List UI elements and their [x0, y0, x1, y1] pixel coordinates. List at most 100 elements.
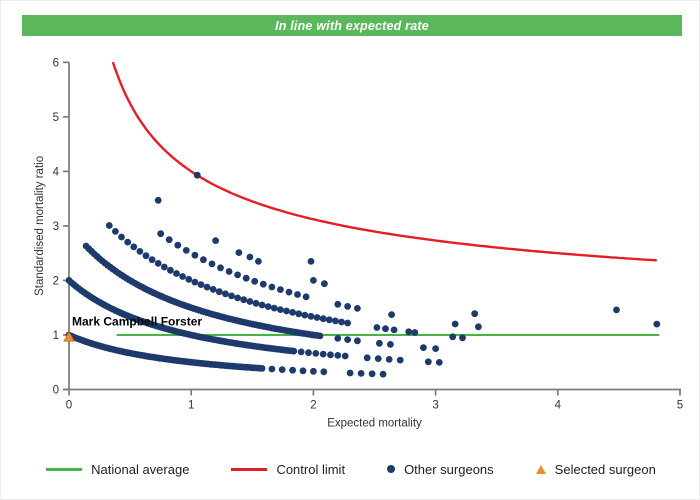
x-tick-label: 1 [188, 400, 194, 412]
legend-label: Selected surgeon [554, 461, 656, 477]
surgeon-point [235, 249, 243, 256]
surgeon-point [246, 253, 254, 261]
surgeon-point [321, 280, 328, 288]
surgeon-point [112, 228, 119, 235]
surgeon-point [451, 320, 459, 328]
x-tick-label: 5 [677, 400, 683, 412]
surgeon-point [449, 333, 457, 341]
surgeon-point [105, 222, 113, 229]
surgeon-point [390, 326, 398, 334]
surgeon-point [338, 318, 345, 326]
surgeon-point [212, 237, 220, 245]
surgeon-point [289, 309, 296, 316]
surgeon-point [174, 241, 182, 249]
surgeon-point [307, 312, 315, 320]
surgeon-point [240, 296, 248, 304]
surgeon-point [268, 365, 276, 373]
surgeon-point [357, 370, 365, 377]
surgeon-point [363, 354, 371, 362]
surgeon-point [264, 303, 272, 310]
surgeon-point [305, 349, 312, 357]
surgeon-point [307, 258, 315, 265]
surgeon-point [157, 230, 165, 238]
funnel-plot: 0 1 2 3 4 5 0 1 2 3 4 5 6 Expected mortality Standardi… [34, 57, 683, 429]
surgeon-point [653, 320, 661, 328]
surgeon-point [285, 288, 293, 296]
surgeon-point [295, 310, 303, 318]
surgeon-point [424, 358, 432, 366]
surgeon-point [297, 348, 305, 356]
surgeon-point [310, 367, 317, 375]
surgeon-point [160, 263, 168, 271]
surgeon-point [373, 324, 381, 331]
y-tick-label: 2 [53, 275, 59, 287]
status-banner: In line with expected rate [22, 15, 682, 36]
selected-surgeon-marker[interactable] [63, 331, 75, 342]
surgeon-point [278, 366, 286, 373]
y-axis-title: Standardised mortality ratio [34, 156, 46, 296]
surgeon-point [334, 335, 342, 342]
axes [63, 61, 681, 396]
surgeon-point [396, 356, 404, 364]
other-surgeons-points[interactable] [65, 171, 661, 378]
other-surgeons-dot-swatch [387, 465, 396, 473]
surgeon-point [299, 367, 307, 375]
surgeon-point [251, 277, 259, 285]
surgeon-point [225, 268, 233, 275]
surgeon-point [405, 328, 413, 336]
surgeon-point [379, 370, 387, 378]
surgeon-point [385, 356, 393, 363]
chart-legend: National average Control limit Other sur… [1, 455, 699, 483]
surgeon-point [234, 271, 242, 279]
surgeon-point [354, 305, 361, 312]
y-tick-label: 4 [53, 166, 60, 178]
surgeon-point [290, 347, 298, 355]
surgeon-point [130, 243, 138, 251]
selected-surgeon-annotation: Mark Campbell Forster [72, 315, 202, 329]
surgeon-point [173, 270, 180, 277]
surgeon-point [283, 307, 290, 315]
surgeon-point [341, 352, 349, 360]
surgeon-point [312, 350, 320, 357]
surgeon-point [388, 311, 395, 318]
y-tick-label: 3 [53, 221, 59, 233]
surgeon-point [432, 345, 439, 352]
surgeon-point [277, 306, 284, 313]
y-tick-label: 5 [53, 112, 59, 124]
surgeon-point [165, 236, 173, 244]
surgeon-point [191, 251, 199, 259]
surgeon-point [228, 292, 235, 300]
selected-surgeon-triangle-swatch [535, 464, 546, 474]
surgeon-point [320, 368, 328, 376]
surgeon-point [136, 248, 144, 255]
y-tick-label: 6 [53, 57, 59, 69]
surgeon-point [344, 336, 351, 343]
surgeon-point [344, 303, 351, 310]
surgeon-point [270, 304, 278, 312]
surgeon-point [420, 344, 427, 351]
surgeon-point [316, 332, 324, 340]
surgeon-point [313, 314, 321, 321]
surgeon-point [242, 274, 250, 282]
surgeon-point [118, 233, 125, 241]
surgeon-point [302, 293, 310, 301]
surgeon-point [382, 325, 389, 333]
surgeon-point [344, 319, 351, 327]
surgeon-point [191, 278, 199, 286]
x-tick-label: 0 [66, 400, 72, 412]
surgeon-point [182, 247, 190, 254]
surgeon-point [234, 294, 242, 302]
surgeon-point [319, 315, 327, 323]
status-banner-text: In line with expected rate [275, 18, 429, 33]
x-tick-label: 2 [310, 400, 316, 412]
legend-item-other-surgeons: Other surgeons [387, 462, 494, 477]
surgeon-point [325, 316, 333, 324]
surgeon-point [346, 369, 354, 377]
surgeon-point [301, 311, 309, 319]
surgeon-point [374, 355, 382, 362]
surgeon-point [217, 264, 224, 272]
surgeon-point [193, 171, 201, 179]
surgeon-point [197, 281, 205, 288]
surgeon-point [124, 238, 132, 246]
